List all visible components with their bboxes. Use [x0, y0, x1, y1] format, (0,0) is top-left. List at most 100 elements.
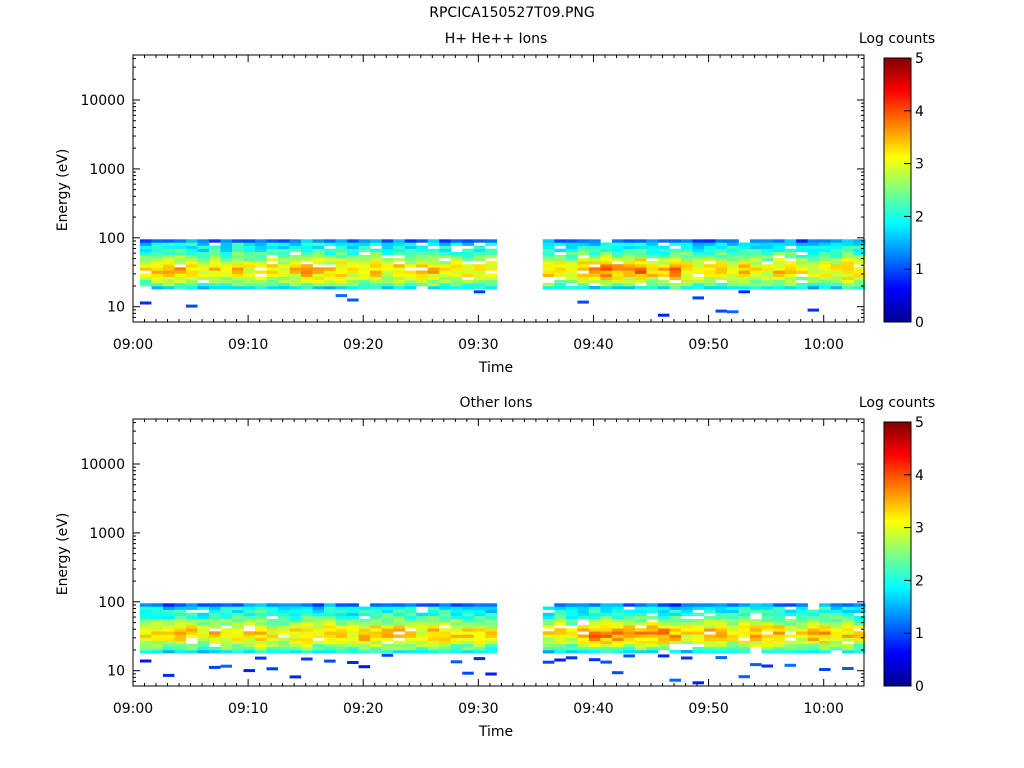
heatmap-cell [162, 609, 175, 613]
heatmap-cell [704, 273, 716, 277]
heatmap-cell [588, 625, 601, 629]
heatmap-cell [335, 628, 348, 632]
heatmap-cell [439, 603, 451, 607]
heatmap-cell [646, 646, 659, 651]
heatmap-cell [853, 282, 866, 287]
heatmap-cell [289, 239, 302, 243]
heatmap-cell [439, 273, 451, 277]
heatmap-cell [727, 286, 739, 290]
heatmap-cell [427, 606, 440, 610]
heatmap-cell [634, 276, 647, 281]
heatmap-cell [796, 254, 808, 259]
heatmap-cell [186, 270, 198, 274]
heatmap-cell [266, 276, 279, 281]
heatmap-cell [370, 248, 382, 253]
heatmap-cell [646, 239, 659, 243]
heatmap-cell [209, 634, 221, 638]
heatmap-cell [197, 264, 210, 268]
heatmap-cell [301, 239, 313, 243]
heatmap-cell [450, 254, 463, 259]
heatmap-cell [358, 631, 371, 635]
heatmap-cell [255, 251, 267, 256]
heatmap-cell [255, 282, 267, 287]
heatmap-cell [761, 643, 774, 648]
heatmap-cell [773, 248, 785, 253]
heatmap-cell [312, 622, 325, 626]
heatmap-cell [243, 279, 256, 284]
heatmap-cell [669, 634, 682, 638]
heatmap-cell [255, 245, 267, 249]
x-tick-label: 09:20 [343, 701, 383, 717]
heatmap-cell [335, 254, 348, 259]
heatmap-cell [301, 643, 313, 648]
heatmap-cell [174, 251, 187, 256]
heatmap-cell [462, 273, 474, 277]
heatmap-cell [819, 254, 831, 259]
heatmap-cell [450, 660, 463, 664]
heatmap-cell [151, 609, 164, 613]
heatmap-cell [162, 258, 175, 262]
heatmap-cell [289, 637, 302, 641]
heatmap-cell [554, 267, 567, 271]
heatmap-cell [738, 258, 751, 262]
heatmap-cell [819, 634, 831, 638]
heatmap-cell [232, 286, 244, 290]
heatmap-cell [324, 258, 336, 262]
heatmap-cell [243, 637, 256, 641]
heatmap-cell [554, 658, 566, 662]
heatmap-cell [646, 625, 659, 629]
x-tick-label: 10:00 [804, 701, 844, 717]
heatmap-cell [842, 643, 854, 648]
heatmap-cell [439, 239, 451, 243]
heatmap-cell [554, 637, 567, 641]
heatmap-cell [819, 245, 831, 249]
heatmap-cell [738, 603, 751, 607]
heatmap-cell [312, 276, 325, 281]
heatmap-cell [807, 286, 820, 290]
heatmap-cell [692, 603, 705, 607]
heatmap-cell [807, 609, 820, 613]
heatmap-cell [139, 606, 152, 610]
y-axis-label: Energy (eV) [55, 513, 71, 596]
heatmap-cell [807, 622, 820, 626]
heatmap-cell [750, 264, 762, 268]
heatmap-cell [473, 640, 486, 645]
heatmap-cell [853, 245, 866, 249]
heatmap-cell [462, 264, 474, 268]
heatmap-cell [588, 286, 601, 290]
colorbar-label: Log counts [859, 395, 935, 411]
heatmap-cell [209, 239, 221, 243]
heatmap-cell [565, 276, 578, 281]
heatmap-cell [669, 603, 682, 607]
heatmap-cell [750, 279, 762, 284]
heatmap-cell [243, 643, 256, 648]
heatmap-cell [162, 631, 175, 635]
heatmap-cell [335, 242, 348, 246]
heatmap-cell [807, 242, 820, 246]
heatmap-cell [439, 251, 451, 256]
heatmap-cell [485, 628, 498, 632]
heatmap-cell [416, 282, 428, 287]
heatmap-cell [853, 239, 866, 243]
heatmap-cell [646, 631, 659, 635]
heatmap-cell [588, 650, 601, 654]
heatmap-cell [347, 245, 359, 249]
heatmap-cell [139, 261, 152, 265]
heatmap-cell [427, 251, 440, 256]
heatmap-cell [773, 242, 785, 246]
heatmap-cell [542, 273, 555, 277]
heatmap-cell [197, 646, 210, 651]
heatmap-cell [186, 612, 198, 617]
heatmap-cell [186, 251, 198, 256]
heatmap-cell [819, 276, 831, 281]
heatmap-cell [278, 622, 290, 626]
heatmap-cell [819, 650, 831, 654]
heatmap-cell [266, 634, 279, 638]
heatmap-cell [278, 264, 290, 268]
heatmap-cell [577, 279, 590, 284]
heatmap-cell [278, 273, 290, 277]
heatmap-cell [255, 609, 267, 613]
heatmap-cell [554, 640, 567, 645]
heatmap-cell [439, 264, 451, 268]
heatmap-cell [819, 625, 831, 629]
